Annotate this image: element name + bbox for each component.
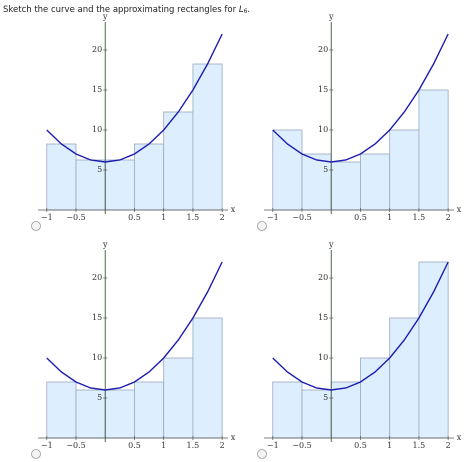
rectangle	[272, 129, 303, 211]
curve	[272, 261, 449, 391]
rectangle	[134, 143, 165, 211]
x-tick-label: 0.5	[354, 213, 367, 222]
x-tick-label: −0.5	[292, 213, 311, 222]
radio-button[interactable]	[31, 449, 41, 459]
rectangle	[46, 381, 77, 439]
curve	[46, 261, 223, 391]
x-tick-label: −1	[267, 441, 279, 450]
x-tick-label: −0.5	[292, 441, 311, 450]
y-tick-label: 5	[97, 393, 102, 402]
prompt-text: Sketch the curve and the approximating r…	[3, 5, 237, 15]
x-tick-label: 2	[220, 213, 225, 222]
rectangle	[104, 389, 135, 439]
x-tick-label: 1	[161, 441, 166, 450]
graph-option: −1 −0.5 0.5 1 1.5 2 5 10 15 20 x y	[31, 240, 236, 459]
y-tick-label: 15	[318, 313, 328, 322]
radio-button[interactable]	[31, 221, 41, 231]
rectangle	[389, 317, 420, 439]
rectangle	[389, 129, 420, 211]
x-tick-label: −1	[41, 441, 53, 450]
y-tick-label: 5	[323, 393, 328, 402]
x-axis-label: x	[457, 433, 462, 442]
x-tick-label: 1.5	[413, 213, 426, 222]
rectangle	[46, 143, 77, 211]
y-tick-label: 20	[92, 45, 102, 54]
y-axis-label: y	[328, 12, 334, 21]
rectangle	[301, 153, 332, 211]
rectangle	[272, 381, 303, 439]
x-tick-label: 2	[220, 441, 225, 450]
graph-option: −1 −0.5 0.5 1 1.5 2 5 10 15 20 x y	[257, 12, 462, 231]
rectangle	[75, 389, 106, 439]
rectangle	[104, 159, 135, 211]
rectangle	[192, 317, 223, 439]
x-tick-label: 1	[387, 441, 392, 450]
x-axis-label: x	[231, 433, 236, 442]
y-tick-label: 10	[318, 353, 328, 362]
graph-option: −1 −0.5 0.5 1 1.5 2 5 10 15 20 x y	[257, 240, 462, 459]
curve	[46, 33, 223, 163]
y-tick-label: 20	[318, 45, 328, 54]
x-tick-label: 1.5	[187, 441, 200, 450]
x-tick-label: −0.5	[66, 213, 85, 222]
rectangle	[301, 389, 332, 439]
radio-button[interactable]	[257, 221, 267, 231]
radio-button[interactable]	[257, 449, 267, 459]
y-tick-label: 20	[318, 273, 328, 282]
rectangle	[330, 381, 361, 439]
x-tick-label: 1.5	[413, 441, 426, 450]
x-tick-label: −1	[267, 213, 279, 222]
rectangle	[163, 111, 194, 211]
prompt-symbol: L	[239, 5, 244, 15]
rectangle	[134, 381, 165, 439]
y-axis-label: y	[328, 240, 334, 249]
y-tick-label: 5	[323, 165, 328, 174]
x-tick-label: 1	[387, 213, 392, 222]
y-tick-label: 10	[318, 125, 328, 134]
prompt-punctuation: .	[247, 5, 250, 15]
x-tick-label: 0.5	[128, 213, 141, 222]
x-tick-label: 1.5	[187, 213, 200, 222]
x-tick-label: −0.5	[66, 441, 85, 450]
rectangle	[418, 261, 449, 439]
y-tick-label: 20	[92, 273, 102, 282]
x-axis-label: x	[231, 205, 236, 214]
x-axis-label: x	[457, 205, 462, 214]
rectangle	[360, 357, 391, 439]
x-tick-label: −1	[41, 213, 53, 222]
y-tick-label: 5	[97, 165, 102, 174]
x-tick-label: 2	[446, 213, 451, 222]
y-tick-label: 15	[318, 85, 328, 94]
rectangle	[330, 161, 361, 211]
x-tick-label: 1	[161, 213, 166, 222]
graph-option: −1 −0.5 0.5 1 1.5 2 5 10 15 20 x y	[31, 12, 236, 231]
y-tick-label: 10	[92, 353, 102, 362]
prompt-subscript: 6	[244, 8, 248, 15]
x-tick-label: 0.5	[128, 441, 141, 450]
x-tick-label: 0.5	[354, 441, 367, 450]
y-tick-label: 15	[92, 85, 102, 94]
y-axis-label: y	[102, 12, 108, 21]
prompt: Sketch the curve and the approximating r…	[3, 5, 250, 15]
y-tick-label: 10	[92, 125, 102, 134]
curve	[272, 33, 449, 163]
rectangle	[360, 153, 391, 211]
y-tick-label: 15	[92, 313, 102, 322]
x-tick-label: 2	[446, 441, 451, 450]
y-axis-label: y	[102, 240, 108, 249]
rectangle	[418, 89, 449, 211]
rectangle	[163, 357, 194, 439]
rectangle	[192, 63, 223, 211]
